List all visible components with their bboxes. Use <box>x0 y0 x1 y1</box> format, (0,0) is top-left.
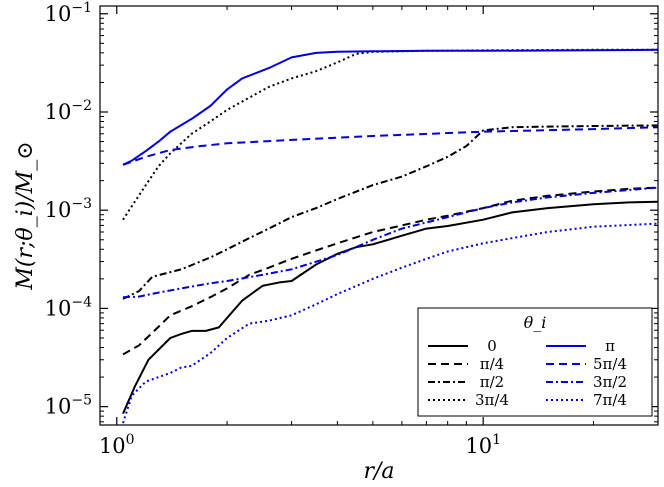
legend-label-π: π <box>605 337 615 355</box>
y-axis-label: M(r;θ_i)/M_⊙ <box>13 141 38 290</box>
legend-label-5π/4: 5π/4 <box>593 355 627 373</box>
plot-frame <box>99 5 659 426</box>
y-tick-label: 10−2 <box>45 98 92 124</box>
legend-label-π/4: π/4 <box>480 355 504 373</box>
legend-label-3π/4: 3π/4 <box>475 391 509 409</box>
series-line-7π/4 <box>122 222 658 424</box>
series-line-3π/4 <box>122 48 658 221</box>
y-tick-label: 10−3 <box>45 196 92 222</box>
y-tick-label: 10−4 <box>45 294 92 320</box>
legend-title: θ_i <box>524 313 547 332</box>
legend-label-3π/2: 3π/2 <box>593 373 627 391</box>
legend-label-7π/4: 7π/4 <box>593 391 627 409</box>
series-line-π/4 <box>122 186 658 356</box>
legend-label-π/2: π/2 <box>480 373 504 391</box>
x-axis-label: r/a <box>363 459 394 484</box>
series-line-π/2 <box>122 124 658 300</box>
legend: θ_i 0π/4π/23π/4 π5π/43π/27π/4 <box>417 307 653 417</box>
legend-label-0: 0 <box>487 337 497 355</box>
legend-box <box>417 307 653 417</box>
series-line-3π/2 <box>122 186 658 299</box>
series-line-5π/4 <box>122 126 658 166</box>
y-tick-label: 10−5 <box>45 393 92 419</box>
series-line-π <box>122 48 658 166</box>
series-layer <box>122 48 658 424</box>
series-line-0 <box>122 200 658 415</box>
